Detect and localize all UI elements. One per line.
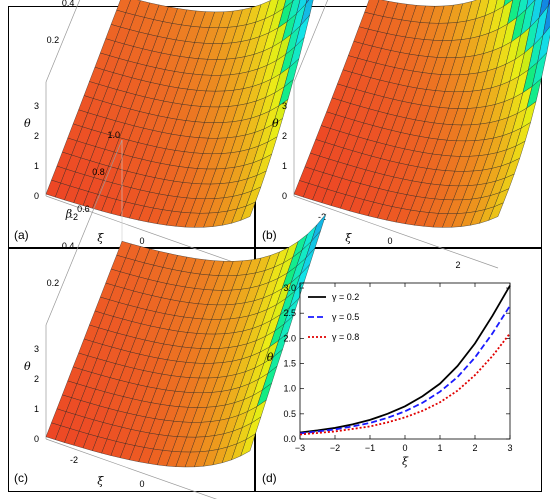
panel-label-d: (d) bbox=[262, 471, 277, 485]
y-tick-label: 1.5 bbox=[283, 359, 296, 369]
xi-axis-label: ξ bbox=[97, 475, 104, 488]
surface-plot-c: 0 1 2 3 -2 0 2 0.2 0.4 0.6 0.8 1.0 θ ξ β bbox=[24, 130, 327, 499]
x-tick-label: −3 bbox=[295, 443, 305, 453]
panel-divider-horizontal bbox=[8, 247, 542, 249]
series-line-1 bbox=[299, 285, 511, 434]
x-tick-label: -2 bbox=[70, 455, 78, 465]
x-tick-label: 1 bbox=[437, 443, 442, 453]
top-axis-line bbox=[45, 0, 81, 83]
surface-axes-c bbox=[45, 139, 218, 499]
panel-label-a: (a) bbox=[14, 228, 29, 242]
beta-tick-label: 0.2 bbox=[47, 278, 60, 288]
z-tick-label: 3 bbox=[282, 101, 287, 111]
beta-tick-label: 0.6 bbox=[77, 204, 90, 214]
ticks: 0.0 0.5 1.0 1.5 2.0 2.5 3.0 −3 −2 −1 0 1 2 3 bbox=[283, 283, 513, 453]
x-tick-label: −1 bbox=[365, 443, 375, 453]
y-axis-label: θ bbox=[267, 351, 274, 364]
beta-tick-label: 0.8 bbox=[92, 167, 105, 177]
beta-tick-label: 0.2 bbox=[47, 35, 60, 45]
z-tick-label: 2 bbox=[34, 374, 39, 384]
x-axis-line bbox=[45, 195, 251, 269]
z-tick-label: 0 bbox=[282, 191, 287, 201]
legend-label: γ = 0.2 bbox=[332, 292, 359, 302]
z-tick-label: 0 bbox=[34, 191, 39, 201]
surface-axes-a bbox=[45, 0, 251, 269]
z-tick-label: 1 bbox=[34, 404, 39, 414]
panel-label-b: (b) bbox=[262, 228, 277, 242]
x-axis-line bbox=[45, 438, 218, 499]
surface-mesh-a bbox=[45, 0, 314, 228]
y-tick-label: 1.0 bbox=[283, 384, 296, 394]
z-tick-label: 1 bbox=[34, 161, 39, 171]
panel-c: 0 1 2 3 -2 0 2 0.2 0.4 0.6 0.8 1.0 θ ξ β (c) bbox=[8, 130, 327, 499]
panel-label-c: (c) bbox=[14, 471, 28, 485]
x-tick-label: 0 bbox=[139, 236, 144, 246]
x-tick-label: 2 bbox=[455, 260, 460, 270]
x-tick-label: 0 bbox=[402, 443, 407, 453]
z-tick-label: 2 bbox=[34, 131, 39, 141]
x-tick-label: 0 bbox=[387, 236, 392, 246]
top-axis-line bbox=[293, 0, 329, 83]
xi-axis-label: ξ bbox=[97, 232, 104, 245]
surface-plot-a: 0 1 2 3 -2 0 2 0.2 0.4 0.6 0.8 1.0 θ ξ β bbox=[24, 0, 314, 270]
y-tick-label: 3.0 bbox=[283, 283, 296, 293]
beta-tick-label: 0.4 bbox=[62, 241, 75, 251]
x-tick-label: -2 bbox=[70, 212, 78, 222]
surface-patch bbox=[488, 202, 504, 221]
top-axis-line bbox=[45, 139, 123, 326]
surface-patch bbox=[292, 0, 295, 2]
plot-frame bbox=[299, 282, 511, 440]
x-tick-label: 3 bbox=[507, 443, 512, 453]
theta-axis-label: θ bbox=[24, 117, 31, 130]
series-line-2 bbox=[299, 305, 511, 435]
surface-patch bbox=[240, 201, 256, 221]
x-tick-label: 2 bbox=[472, 443, 477, 453]
x-tick-label: −2 bbox=[330, 443, 340, 453]
z-tick-label: 2 bbox=[282, 131, 287, 141]
x-tick-label: -2 bbox=[318, 212, 326, 222]
beta-axis-label: β bbox=[65, 207, 72, 220]
panel-divider-vertical bbox=[254, 6, 256, 492]
surface-ticks-c: 0 1 2 3 -2 0 2 0.2 0.4 0.6 0.8 1.0 bbox=[34, 130, 145, 489]
x-axis-line bbox=[293, 195, 499, 269]
beta-tick-label: 0.4 bbox=[62, 0, 75, 8]
panel-a: 0 1 2 3 -2 0 2 0.2 0.4 0.6 0.8 1.0 θ ξ β (a) bbox=[8, 0, 314, 270]
panel-b: 0 1 2 3 -2 0 2 θ ξ (b) bbox=[256, 0, 550, 270]
surface-axes-b bbox=[293, 0, 499, 269]
surface-mesh-b bbox=[293, 0, 550, 228]
theta-axis-label: θ bbox=[24, 360, 31, 373]
series-line-3 bbox=[299, 332, 511, 436]
surface-mesh-c bbox=[45, 213, 327, 468]
z-tick-label: 3 bbox=[34, 101, 39, 111]
theta-axis-label: θ bbox=[272, 117, 279, 130]
line-chart-d: 0.0 0.5 1.0 1.5 2.0 2.5 3.0 −3 −2 −1 0 1 2 3 ξ θ γ = 0.2… bbox=[267, 282, 513, 468]
x-axis-label: ξ bbox=[402, 455, 409, 468]
legend: γ = 0.2 γ = 0.5 γ = 0.8 bbox=[308, 292, 359, 342]
surface-ticks-b: 0 1 2 3 -2 0 2 bbox=[282, 101, 461, 270]
surface-patch bbox=[240, 433, 256, 457]
y-tick-label: 2.0 bbox=[283, 333, 296, 343]
y-tick-label: 0.0 bbox=[283, 434, 296, 444]
y-tick-label: 0.5 bbox=[283, 409, 296, 419]
x-tick-label: 0 bbox=[139, 479, 144, 489]
z-tick-label: 1 bbox=[282, 161, 287, 171]
z-tick-label: 0 bbox=[34, 434, 39, 444]
z-tick-label: 3 bbox=[34, 344, 39, 354]
xi-axis-label: ξ bbox=[345, 232, 352, 245]
y-tick-label: 2.5 bbox=[283, 308, 296, 318]
beta-tick-label: 1.0 bbox=[107, 130, 120, 140]
legend-label: γ = 0.5 bbox=[332, 312, 359, 322]
legend-label: γ = 0.8 bbox=[332, 332, 359, 342]
panel-d: 0.0 0.5 1.0 1.5 2.0 2.5 3.0 −3 −2 −1 0 1 2 3 ξ θ γ = 0.2… bbox=[256, 249, 542, 492]
